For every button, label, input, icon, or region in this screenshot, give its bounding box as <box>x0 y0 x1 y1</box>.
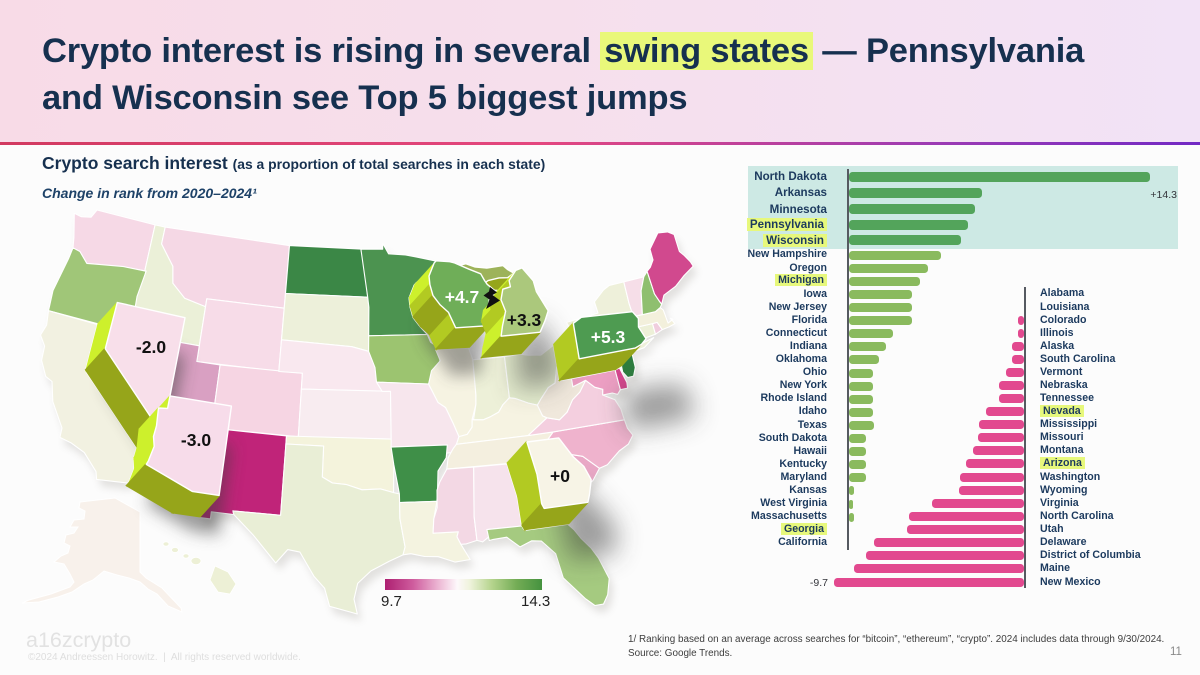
svg-text:+0: +0 <box>550 466 570 486</box>
svg-text:+5.3: +5.3 <box>591 327 626 347</box>
svg-text:+4.7: +4.7 <box>445 287 480 307</box>
svg-text:-2.0: -2.0 <box>136 337 166 357</box>
svg-text:+3.3: +3.3 <box>507 310 542 330</box>
svg-text:-3.0: -3.0 <box>181 430 211 450</box>
